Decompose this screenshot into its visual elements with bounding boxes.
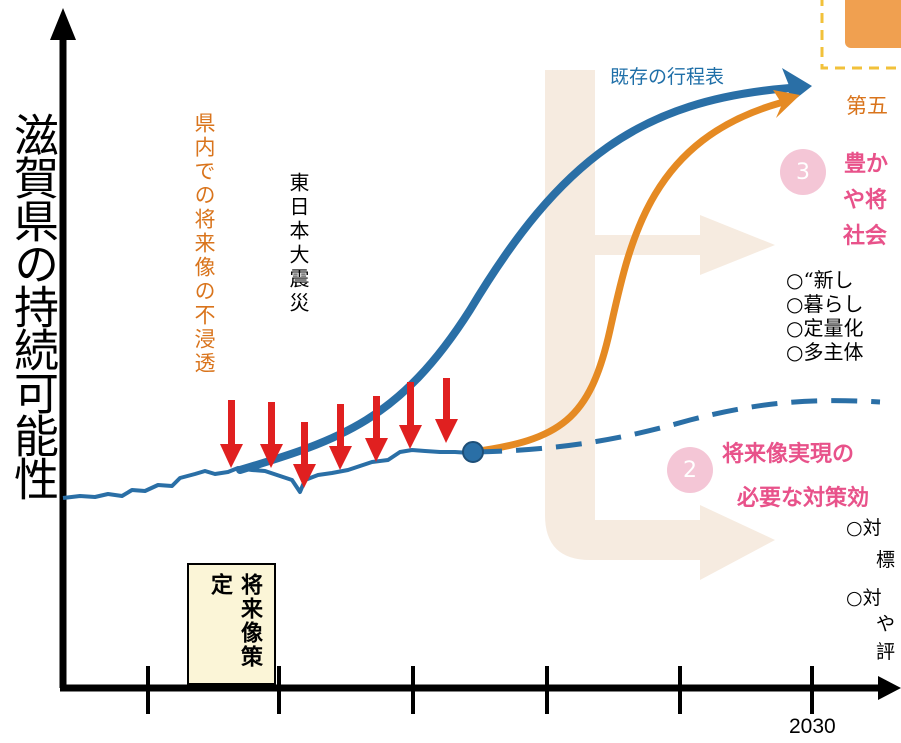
item2-bullet-1: ○対 (846, 517, 882, 539)
item3-bullet-4: ○多主体 (786, 340, 864, 364)
orange-arrowhead (773, 90, 800, 118)
item2-bullet-2: 標 (876, 549, 896, 571)
existing-roadmap-label: 既存の行程表 (610, 66, 725, 88)
y-axis-arrowhead (50, 8, 76, 40)
item2-bullet-4: や (876, 613, 896, 635)
item3-heading-line2: や将 (843, 188, 888, 213)
item3-bullet-3: ○定量化 (786, 316, 864, 340)
item2-bullet-5: 評 (876, 641, 896, 663)
present-point (462, 441, 484, 463)
item3-heading-line3: 社会 (843, 224, 888, 249)
annotation-vision-not-spread: 県内での将来像の不浸透 (192, 112, 216, 376)
fifth-label: 第五 (846, 94, 888, 118)
item3-circle (780, 149, 826, 195)
red-arrows (220, 378, 458, 488)
item3-heading-line1: 豊か (844, 152, 889, 177)
item3-number: 3 (796, 160, 810, 185)
top-dashed-box (820, 0, 901, 70)
item3-bullet-1: ○“新し (786, 268, 854, 292)
axes (59, 30, 885, 692)
vision-formulation-label: 将来像策定 (207, 573, 262, 669)
item2-bullet-3: ○対 (846, 587, 882, 609)
orange-curve (468, 99, 784, 456)
existing-roadmap-curve (236, 84, 794, 474)
y-axis-label: 滋賀県の持続可能性 (6, 112, 59, 499)
dashed-projection (475, 398, 881, 455)
history-line (62, 448, 471, 500)
x-axis-arrowhead (878, 676, 901, 700)
item2-heading-line1: 将来像実現の (722, 442, 855, 467)
x-axis-tick-2030: 2030 (789, 715, 836, 738)
x-axis-ticks (146, 666, 814, 714)
annotation-earthquake: 東日本大震災 (286, 172, 310, 316)
item3-bullet-2: ○暮らし (786, 292, 864, 316)
item2-heading-line2: 必要な対策効 (737, 486, 870, 511)
big-flow-arrow (545, 70, 775, 580)
top-orange-block (845, 0, 901, 48)
item2-number: 2 (683, 458, 697, 483)
vision-formulation-box: 将来像策定 (187, 563, 276, 685)
item2-circle (667, 447, 713, 493)
